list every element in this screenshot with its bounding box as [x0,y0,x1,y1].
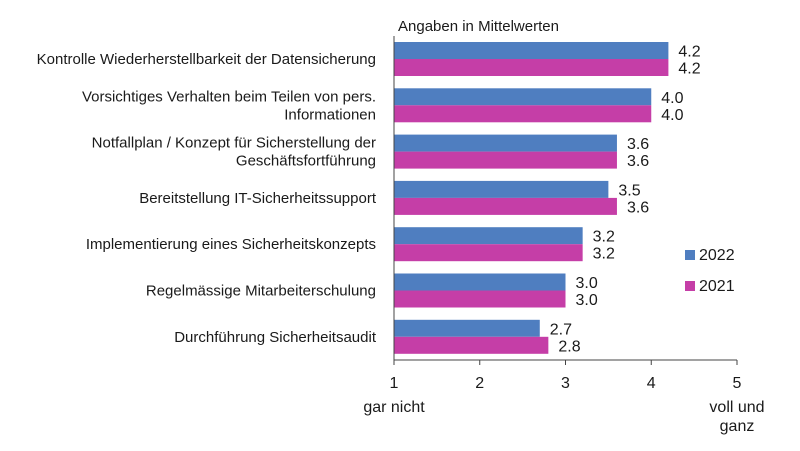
bar-2022-4 [394,180,609,198]
x-tick-label-3: 3 [561,375,570,392]
bar-2022-2 [394,88,652,106]
x-tick-label-2: 2 [475,375,484,392]
bars-group [394,42,669,354]
bar-2022-5 [394,227,583,245]
bar-2021-6 [394,290,566,308]
category-label-4: Bereitstellung IT-Sicherheitssupport [139,190,377,207]
x-tick-label-1: 1 [390,375,399,392]
value-label-2021-5: 3.2 [593,246,615,263]
bar-2021-4 [394,197,617,215]
bar-2021-5 [394,244,583,262]
x-axis: 1 2 3 4 5 [390,36,742,392]
scale-labels: gar nicht voll und ganz [363,399,764,435]
bar-2022-1 [394,42,669,59]
value-label-2021-7: 2.8 [558,338,580,355]
legend-label-2022: 2022 [699,247,735,264]
category-label-3: Notfallplan / Konzept für Sicherstellung… [92,135,376,170]
category-label-5: Implementierung eines Sicherheitskonzept… [86,236,376,253]
value-labels: 4.24.24.04.03.63.63.53.63.23.23.03.02.72… [550,44,701,356]
value-label-2022-4: 3.5 [618,182,640,199]
chart-subtitle: Angaben in Mittelwerten [398,18,559,35]
value-label-2022-6: 3.0 [576,275,598,292]
value-label-2021-1: 4.2 [678,61,700,78]
legend: 2022 2021 [685,247,735,295]
bar-2021-2 [394,105,652,123]
value-label-2021-2: 4.0 [661,107,683,124]
value-label-2022-3: 3.6 [627,136,649,153]
x-tick-label-4: 4 [647,375,656,392]
value-label-2022-2: 4.0 [661,90,683,107]
value-label-2021-6: 3.0 [576,292,598,309]
bar-2021-3 [394,151,617,169]
value-label-2022-5: 3.2 [593,229,615,246]
scale-label-low: gar nicht [363,399,425,416]
category-label-7: Durchführung Sicherheitsaudit [174,329,377,346]
bar-2022-7 [394,319,540,337]
category-label-1: Kontrolle Wiederherstellbarkeit der Date… [37,51,376,68]
legend-swatch-2022 [685,250,695,260]
value-label-2021-3: 3.6 [627,153,649,170]
value-label-2022-7: 2.7 [550,321,572,338]
value-label-2022-1: 4.2 [678,44,700,61]
category-label-2: Vorsichtiges Verhalten beim Teilen von p… [82,88,376,123]
category-labels: Kontrolle Wiederherstellbarkeit der Date… [37,51,377,346]
x-tick-label-5: 5 [733,375,742,392]
scale-label-high: voll und ganz [709,399,764,435]
category-label-6: Regelmässige Mitarbeiterschulung [146,283,376,300]
legend-label-2021: 2021 [699,278,735,295]
legend-swatch-2021 [685,281,695,291]
bar-2022-3 [394,134,617,152]
value-label-2021-4: 3.6 [627,199,649,216]
bar-2021-7 [394,336,549,354]
bar-2021-1 [394,59,669,76]
bar-2022-6 [394,273,566,291]
